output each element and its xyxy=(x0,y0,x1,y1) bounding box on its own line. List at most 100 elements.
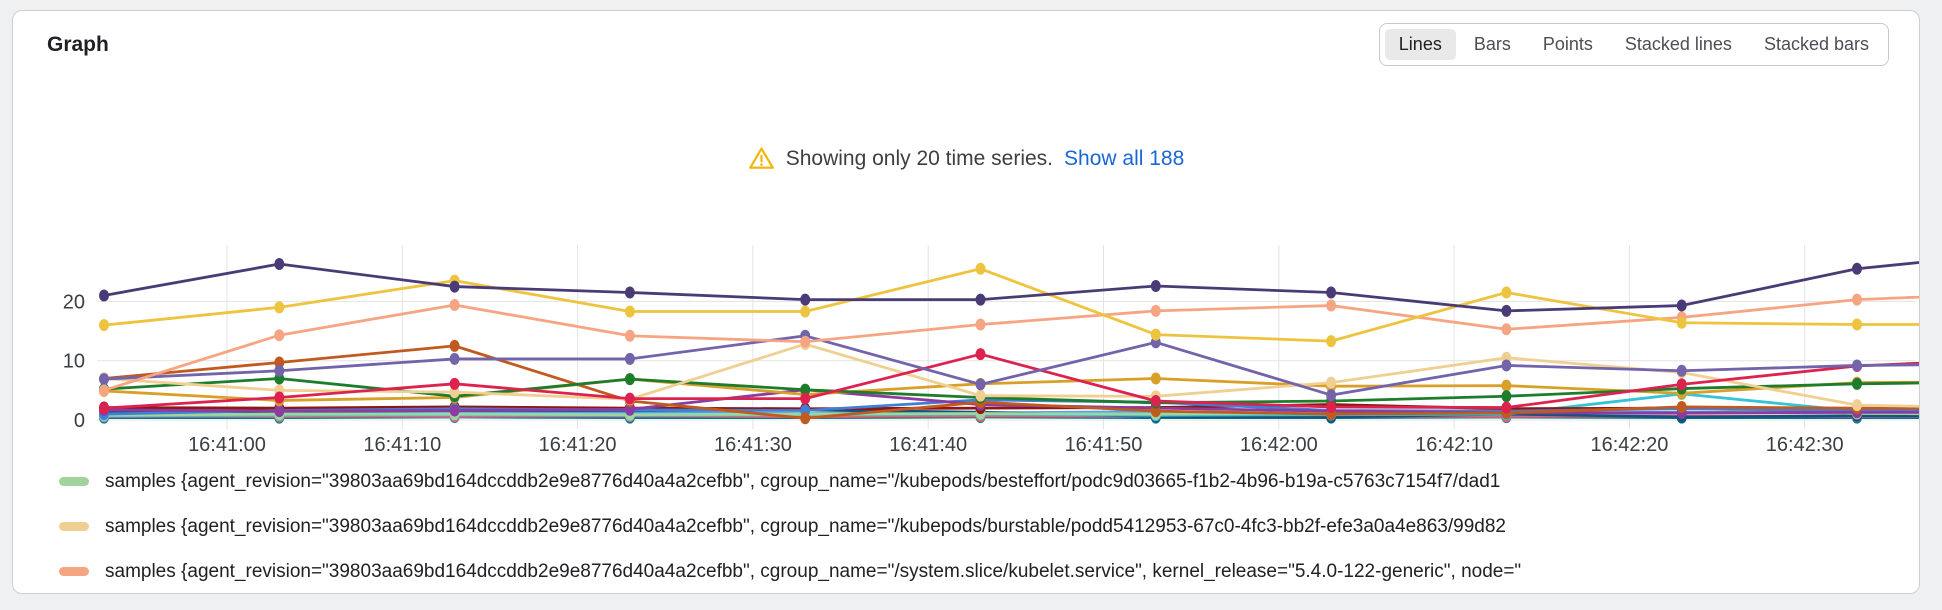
view-option-lines[interactable]: Lines xyxy=(1384,29,1456,60)
warning-icon xyxy=(748,147,774,169)
legend-label: samples {agent_revision="39803aa69bd164d… xyxy=(105,515,1506,537)
data-point xyxy=(1501,390,1512,403)
series-line xyxy=(103,261,1919,313)
x-axis-tick-label: 16:42:20 xyxy=(1590,434,1668,456)
data-point xyxy=(1501,304,1512,317)
data-point xyxy=(99,289,109,302)
series-line xyxy=(103,295,1919,392)
y-axis-tick-label: 10 xyxy=(63,351,85,373)
panel-title: Graph xyxy=(47,33,109,56)
data-point xyxy=(1150,405,1161,418)
data-point xyxy=(1676,378,1687,391)
data-point xyxy=(1501,286,1512,299)
data-point xyxy=(624,403,635,416)
data-point xyxy=(975,378,986,391)
data-point xyxy=(1150,304,1161,317)
data-point xyxy=(449,352,460,365)
view-option-points[interactable]: Points xyxy=(1542,34,1593,54)
view-option-stacked-bars[interactable]: Stacked bars xyxy=(1763,34,1869,54)
data-point xyxy=(99,319,109,332)
data-point xyxy=(624,352,635,365)
data-point xyxy=(1326,299,1337,312)
data-point xyxy=(1852,399,1862,412)
data-point xyxy=(1676,316,1687,329)
x-axis-tick-label: 16:41:30 xyxy=(714,434,792,456)
data-point xyxy=(274,405,285,418)
show-all-link[interactable]: Show all 188 xyxy=(1064,146,1185,170)
data-point xyxy=(449,339,460,352)
data-point xyxy=(624,373,635,386)
line-chart[interactable]: 0 10 20 16:41:00 16:41:10 16:41:20 16:41:30 16:… xyxy=(21,188,1920,463)
data-point xyxy=(624,329,635,342)
data-point xyxy=(1676,299,1687,312)
view-option-stacked-lines[interactable]: Stacked lines xyxy=(1624,34,1732,54)
data-point xyxy=(624,286,635,299)
series-line xyxy=(103,352,1919,410)
data-point xyxy=(1501,359,1512,372)
x-axis-tick-label: 16:41:10 xyxy=(363,434,441,456)
data-point xyxy=(1852,377,1862,390)
data-point xyxy=(99,384,109,397)
data-point xyxy=(274,301,285,314)
data-point xyxy=(99,373,109,386)
data-point xyxy=(975,318,986,331)
data-point xyxy=(1501,379,1512,392)
series-line xyxy=(103,334,1919,397)
data-point xyxy=(1150,279,1161,292)
data-point xyxy=(449,386,460,399)
legend: samples {agent_revision="39803aa69bd164d… xyxy=(13,459,1919,593)
data-point xyxy=(449,377,460,390)
x-axis-tick-label: 16:41:40 xyxy=(889,434,967,456)
series-line xyxy=(103,377,1919,405)
series-2 xyxy=(99,293,1919,397)
data-point xyxy=(1852,318,1862,331)
data-point xyxy=(1326,400,1337,413)
legend-item[interactable]: samples {agent_revision="39803aa69bd164d… xyxy=(13,549,1919,593)
legend-swatch xyxy=(59,477,89,486)
data-point xyxy=(800,412,811,425)
data-point xyxy=(1501,401,1512,414)
series-5 xyxy=(99,329,1919,402)
data-point xyxy=(975,262,986,275)
data-point xyxy=(1326,376,1337,389)
legend-swatch xyxy=(59,522,89,531)
legend-item[interactable]: samples {agent_revision="39803aa69bd164d… xyxy=(13,504,1919,549)
data-point xyxy=(1150,372,1161,385)
series-line xyxy=(103,377,1919,402)
data-point xyxy=(1326,335,1337,348)
data-point xyxy=(449,298,460,311)
timeseries-warning: Showing only 20 time series. Show all 18… xyxy=(13,145,1919,172)
data-point xyxy=(1501,323,1512,336)
data-point xyxy=(1676,364,1687,377)
data-point xyxy=(1676,400,1687,413)
data-point xyxy=(1150,328,1161,341)
y-axis-tick-label: 0 xyxy=(74,410,85,432)
data-point xyxy=(975,348,986,361)
data-point xyxy=(1852,293,1862,306)
view-option-bars[interactable]: Bars xyxy=(1473,34,1511,54)
series-line xyxy=(103,342,1919,408)
warning-text: Showing only 20 time series. xyxy=(785,146,1054,170)
x-axis-tick-label: 16:41:50 xyxy=(1065,434,1143,456)
data-point xyxy=(1326,286,1337,299)
data-point xyxy=(624,305,635,318)
data-point xyxy=(274,258,285,271)
legend-item[interactable]: samples {agent_revision="39803aa69bd164d… xyxy=(13,459,1919,504)
x-axis-tick-label: 16:42:00 xyxy=(1240,434,1318,456)
series-3 xyxy=(99,258,1919,317)
y-axis-tick-label: 20 xyxy=(63,291,85,313)
data-point xyxy=(449,280,460,293)
x-axis-tick-label: 16:42:30 xyxy=(1766,434,1844,456)
data-point xyxy=(800,335,811,348)
chart-area: 0 10 20 16:41:00 16:41:10 16:41:20 16:41:30 16:… xyxy=(21,188,1920,463)
series-line xyxy=(103,267,1919,343)
data-point xyxy=(274,364,285,377)
graph-panel: Graph Lines Bars Points Stacked lines Stacke… xyxy=(12,10,1920,594)
x-axis-tick-label: 16:42:10 xyxy=(1415,434,1493,456)
legend-label: samples {agent_revision="39803aa69bd164d… xyxy=(105,560,1522,582)
data-point xyxy=(274,329,285,342)
data-point xyxy=(274,356,285,369)
data-point xyxy=(975,389,986,402)
data-point xyxy=(1852,359,1862,372)
